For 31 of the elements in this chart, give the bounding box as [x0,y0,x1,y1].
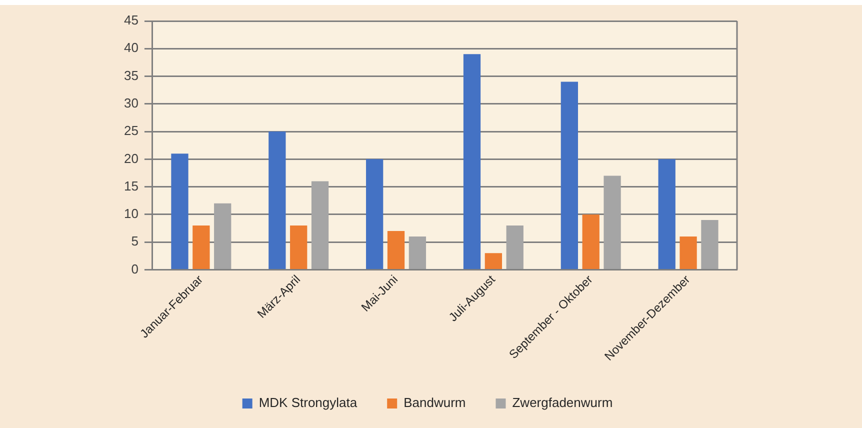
bar [408,236,426,269]
bar [463,54,481,269]
y-tick-label: 45 [124,12,138,28]
bar [701,220,718,269]
bar [268,132,286,269]
y-tick-label: 30 [124,95,138,110]
y-tick-label: 35 [124,68,138,83]
y-tick-label: 40 [124,40,138,56]
y-tick-label: 15 [124,178,138,194]
bar [171,154,188,269]
y-tick-label: 20 [124,150,138,166]
bar [290,225,308,269]
bar [214,203,232,269]
y-tick-label: 5 [131,234,138,249]
bar [311,181,329,269]
bar [387,231,405,269]
bar [680,236,697,269]
bar [604,176,621,269]
y-tick-label: 10 [124,206,138,222]
bar [658,159,676,269]
bar [582,214,600,269]
y-tick-label: 25 [124,123,138,138]
legend-label: MDK Strongylata [258,395,358,410]
bar [560,82,578,269]
y-tick-label: 0 [131,261,138,276]
bar [506,225,524,269]
legend-label: Zwergfadenwurm [512,395,613,410]
legend-label: Bandwurm [404,395,466,410]
bar [192,225,210,269]
bar [484,253,502,269]
bar [366,159,384,269]
